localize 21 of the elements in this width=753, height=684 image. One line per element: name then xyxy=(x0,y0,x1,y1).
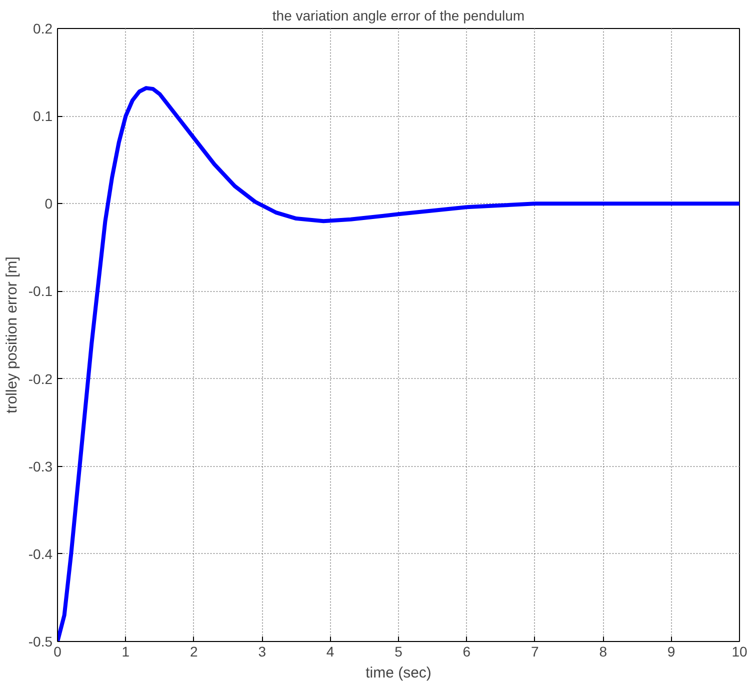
y-tick-label: -0.3 xyxy=(28,458,53,474)
x-tick-label: 4 xyxy=(326,644,334,660)
x-axis-title: time (sec) xyxy=(366,664,432,682)
y-tick-label: -0.2 xyxy=(28,370,53,387)
x-tick-label: 1 xyxy=(122,644,130,660)
x-tick-label: 7 xyxy=(531,644,540,660)
y-tick-label: 0.2 xyxy=(33,20,53,36)
y-axis-title: trolley position error [m] xyxy=(3,256,20,414)
y-tick-label: -0.4 xyxy=(28,546,53,562)
x-tick-label: 5 xyxy=(394,644,403,660)
y-tick-label: 0.1 xyxy=(33,108,53,124)
x-tick-label: 2 xyxy=(190,644,198,660)
chart-title: the variation angle error of the pendulum xyxy=(272,8,525,24)
x-tick-label: 8 xyxy=(599,644,608,660)
y-tick-label: -0.1 xyxy=(28,283,53,300)
x-tick-label: 6 xyxy=(462,644,471,660)
y-tick-label: -0.5 xyxy=(28,634,53,650)
x-tick-label: 10 xyxy=(732,644,748,660)
x-tick-label: 3 xyxy=(258,644,266,660)
y-tick-label: 0 xyxy=(44,196,53,212)
x-tick-label: 9 xyxy=(667,644,676,660)
